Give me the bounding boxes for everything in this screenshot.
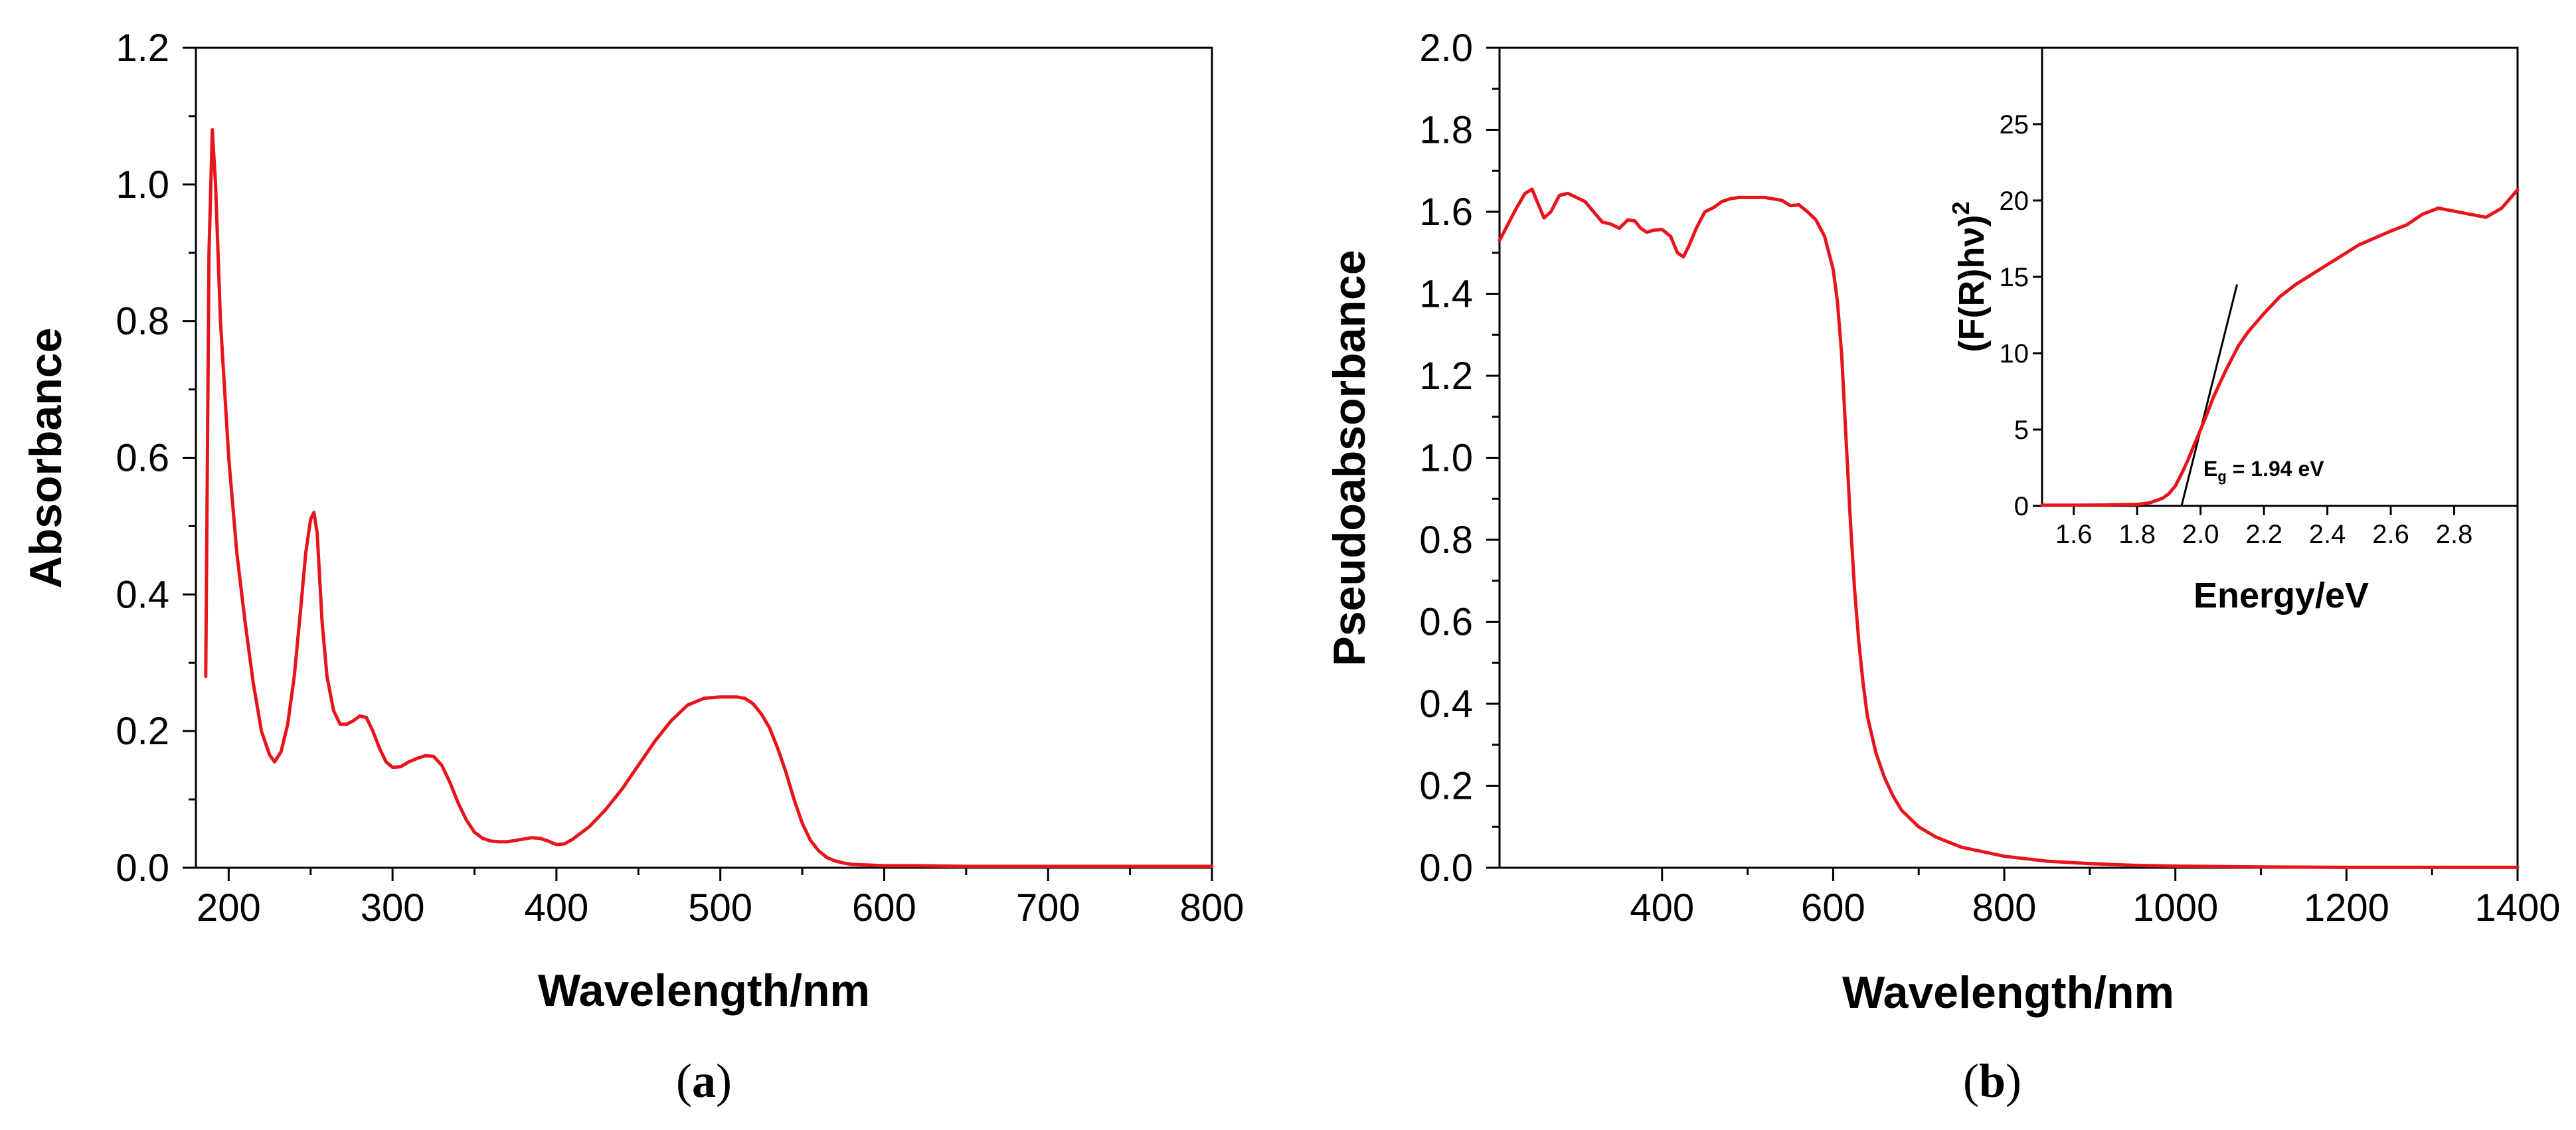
panel-a-caption-close: ) xyxy=(716,1054,732,1107)
i-x-tick-label: 2.4 xyxy=(2309,520,2346,549)
panel-b-y-axis-title: Pseudoabsorbance xyxy=(1324,250,1375,666)
panel-a-x-tick-labels: 200 300 400 500 600 700 800 xyxy=(197,886,1244,929)
a-x-tick-label: 300 xyxy=(361,886,425,929)
panel-a-ticks xyxy=(183,46,1213,881)
panel-a-series xyxy=(204,128,1214,868)
panel-a-absorbance-chart: 200 300 400 500 600 700 800 0.0 0.2 0.4 0.6 0.8 1.0… xyxy=(21,27,1244,1107)
b-y-tick-label: 0.6 xyxy=(1419,601,1473,644)
panel-b-series xyxy=(1498,187,2520,869)
b-y-tick-label: 1.6 xyxy=(1419,191,1473,234)
panel-b-caption-open: ( xyxy=(1963,1054,1979,1107)
panel-b-caption-letter: b xyxy=(1979,1054,2006,1107)
inset-ticks xyxy=(2033,123,2456,515)
a-x-tick-label: 600 xyxy=(852,886,916,929)
b-y-tick-label: 1.2 xyxy=(1419,355,1473,398)
panel-b-pseudoabsorbance-chart: 400 600 800 1000 1200 1400 0.0 0.2 0.4 0.6 0.8 1.0… xyxy=(1324,27,2561,1107)
inset-eg-value: = 1.94 eV xyxy=(2227,457,2324,481)
panel-b-caption-close: ) xyxy=(2006,1054,2021,1107)
i-y-tick-label: 0 xyxy=(2014,492,2029,521)
a-x-tick-label: 500 xyxy=(688,886,752,929)
b-x-tick-label: 1000 xyxy=(2132,886,2218,929)
panel-a-caption-open: ( xyxy=(676,1054,692,1107)
panel-a-y-tick-labels: 0.0 0.2 0.4 0.6 0.8 1.0 1.2 xyxy=(116,27,169,890)
b-x-tick-label: 1400 xyxy=(2474,886,2560,929)
i-y-tick-label: 5 xyxy=(2014,416,2029,445)
panel-a-caption-letter: a xyxy=(692,1054,716,1107)
inset-x-axis-title: Energy/eV xyxy=(2193,576,2369,615)
a-y-tick-label: 0.0 xyxy=(116,847,169,890)
i-y-tick-label: 15 xyxy=(2000,263,2029,292)
i-x-tick-label: 2.0 xyxy=(2182,520,2219,549)
a-y-tick-label: 0.2 xyxy=(116,710,169,753)
i-x-tick-label: 1.8 xyxy=(2118,520,2156,549)
b-x-tick-label: 800 xyxy=(1972,886,2037,929)
a-y-tick-label: 0.6 xyxy=(116,437,169,480)
inset-eg-base: E xyxy=(2203,457,2217,481)
i-series-line-0 xyxy=(2040,188,2520,507)
b-y-tick-label: 1.0 xyxy=(1419,437,1473,480)
i-x-tick-label: 1.6 xyxy=(2055,520,2093,549)
inset-series xyxy=(2040,188,2520,507)
inset-eg-sub: g xyxy=(2217,468,2226,485)
b-y-tick-label: 2.0 xyxy=(1419,27,1473,70)
i-x-tick-label: 2.6 xyxy=(2372,520,2409,549)
i-y-tick-label: 25 xyxy=(2000,110,2029,139)
a-y-tick-label: 0.4 xyxy=(116,573,169,616)
i-x-tick-label: 2.2 xyxy=(2245,520,2282,549)
a-x-tick-label: 400 xyxy=(525,886,589,929)
panel-b-inset-chart: 1.6 1.8 2.0 2.2 2.4 2.6 2.8 0 5 10 15 20 25 Eg = 1.… xyxy=(1947,48,2520,615)
a-x-tick-label: 700 xyxy=(1016,886,1080,929)
panel-a-caption: (a) xyxy=(676,1054,732,1107)
a-x-tick-label: 800 xyxy=(1180,886,1245,929)
b-y-tick-label: 0.4 xyxy=(1419,683,1473,726)
panel-a-x-axis-title: Wavelength/nm xyxy=(538,965,870,1016)
i-y-tick-label: 20 xyxy=(2000,187,2029,216)
b-y-tick-label: 1.8 xyxy=(1419,109,1473,152)
panel-b-x-tick-labels: 400 600 800 1000 1200 1400 xyxy=(1630,886,2560,929)
inset-y-title-main: (F(R)hν) xyxy=(1952,215,1992,353)
a-x-tick-label: 200 xyxy=(197,886,261,929)
i-x-tick-label: 2.8 xyxy=(2436,520,2473,549)
b-x-tick-label: 1200 xyxy=(2304,886,2389,929)
panel-b-x-axis-title: Wavelength/nm xyxy=(1842,967,2174,1018)
panel-b-caption: (b) xyxy=(1963,1054,2021,1107)
i-y-tick-label: 10 xyxy=(2000,339,2029,368)
inset-x-tick-labels: 1.6 1.8 2.0 2.2 2.4 2.6 2.8 xyxy=(2055,520,2472,549)
a-y-tick-label: 1.0 xyxy=(116,163,169,206)
b-series-line-0 xyxy=(1498,187,2520,869)
panel-b-plot-frame xyxy=(1498,46,2519,869)
a-series-line-0 xyxy=(204,128,1214,868)
panel-b-y-tick-labels: 0.0 0.2 0.4 0.6 0.8 1.0 1.2 1.4 1.6 1.8 2.0 xyxy=(1419,27,1473,890)
b-y-tick-label: 0.0 xyxy=(1419,847,1473,890)
b-y-tick-label: 1.4 xyxy=(1419,273,1473,316)
inset-y-title-sup: 2 xyxy=(1947,202,1974,215)
a-y-tick-label: 1.2 xyxy=(116,27,169,70)
a-y-tick-label: 0.8 xyxy=(116,300,169,343)
b-y-tick-label: 0.8 xyxy=(1419,519,1473,562)
inset-y-tick-labels: 0 5 10 15 20 25 xyxy=(2000,110,2029,521)
panel-b-ticks xyxy=(1486,46,2519,881)
inset-band-gap-annotation: Eg = 1.94 eV xyxy=(2203,457,2324,485)
panel-a-y-axis-title: Absorbance xyxy=(21,328,71,589)
b-y-tick-label: 0.2 xyxy=(1419,765,1473,808)
b-x-tick-label: 600 xyxy=(1801,886,1865,929)
panel-a-plot-frame xyxy=(195,46,1213,869)
inset-y-axis-title: (F(R)hν)2 xyxy=(1947,202,1992,353)
inset-band-gap-fit-line xyxy=(2180,284,2239,507)
b-x-tick-label: 400 xyxy=(1630,886,1694,929)
